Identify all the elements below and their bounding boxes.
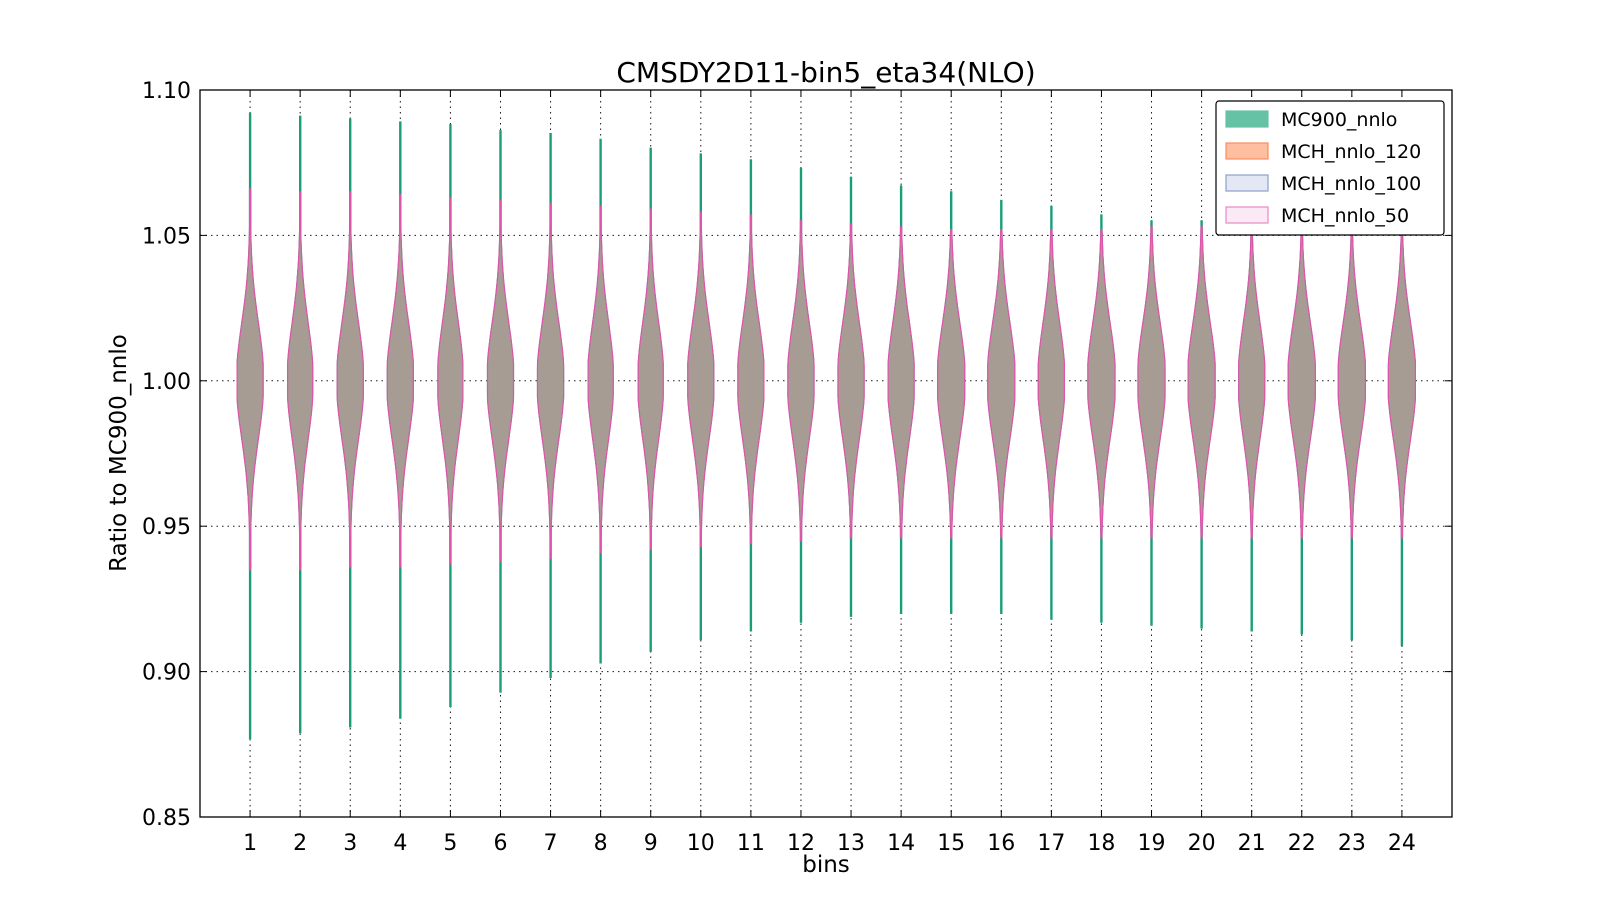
violin-mch-nnlo-50	[687, 211, 715, 548]
legend-label-mc900-nnlo: MC900_nnlo	[1281, 109, 1397, 131]
x-tick-label: 4	[393, 831, 407, 856]
violin-layer	[236, 112, 1416, 740]
x-tick-label: 19	[1138, 831, 1166, 856]
violin-mch-nnlo-50	[486, 199, 515, 562]
y-tick-label: 0.95	[142, 515, 191, 540]
violin-mch-nnlo-50	[737, 214, 765, 545]
plot-frame	[199, 89, 1453, 818]
y-tick-label: 0.90	[142, 661, 191, 686]
violin-mch-nnlo-50	[1087, 229, 1116, 539]
x-tick-label: 21	[1238, 831, 1266, 856]
x-tick-label: 18	[1087, 831, 1115, 856]
x-tick-label: 8	[594, 831, 608, 856]
legend-frame	[1215, 100, 1445, 236]
legend-label-mch-nnlo-120: MCH_nnlo_120	[1281, 141, 1421, 163]
violin-mch-nnlo-50	[386, 194, 414, 568]
legend-swatch-mch-nnlo-120	[1225, 142, 1269, 160]
violin-mch-nnlo-50	[287, 191, 314, 571]
x-tick-label: 1	[243, 831, 257, 856]
x-tick-label: 12	[787, 831, 815, 856]
x-tick-label: 7	[544, 831, 558, 856]
x-tick-label: 20	[1188, 831, 1216, 856]
x-tick-label: 2	[293, 831, 307, 856]
violin-mch-nnlo-50	[987, 229, 1016, 539]
violin-mch-nnlo-50	[1287, 223, 1316, 539]
violin-mch-nnlo-50	[887, 226, 915, 539]
x-axis-label: bins	[802, 852, 850, 878]
chart-title: CMSDY2D11-bin5_eta34(NLO)	[616, 56, 1035, 89]
violin-mch-nnlo-50	[937, 229, 966, 539]
violin-mch-nnlo-50	[1037, 229, 1065, 539]
violin-mch-nnlo-50	[236, 188, 264, 571]
violin-mch-nnlo-50	[1238, 226, 1266, 539]
x-tick-label: 10	[687, 831, 715, 856]
legend-label-mch-nnlo-100: MCH_nnlo_100	[1281, 173, 1421, 195]
violin-mch-nnlo-50	[637, 208, 664, 551]
violin-mch-nnlo-50	[1187, 226, 1216, 539]
x-tick-label: 14	[887, 831, 915, 856]
legend-label-mch-nnlo-50: MCH_nnlo_50	[1281, 205, 1409, 227]
y-tick-label: 0.85	[142, 806, 191, 831]
x-tick-label: 6	[493, 831, 507, 856]
x-tick-label: 9	[644, 831, 658, 856]
x-tick-label: 11	[737, 831, 765, 856]
tick-layer: 0.850.900.951.001.051.101 2 3 4 5 6 7 8 9 10 11 12 1…	[142, 79, 1452, 856]
violin-mch-nnlo-50	[536, 202, 565, 559]
x-tick-label: 17	[1037, 831, 1065, 856]
x-tick-label: 23	[1338, 831, 1366, 856]
violin-mch-nnlo-50	[336, 191, 364, 568]
x-tick-label: 16	[987, 831, 1015, 856]
legend-swatch-mch-nnlo-50	[1225, 206, 1269, 224]
y-tick-label: 1.00	[142, 370, 191, 395]
x-tick-label: 5	[443, 831, 457, 856]
violin-mch-nnlo-50	[1137, 226, 1166, 539]
violin-mch-nnlo-50	[587, 205, 614, 553]
violin-mch-nnlo-50	[1387, 223, 1416, 539]
legend: MC900_nnlo MCH_nnlo_120 MCH_nnlo_100 MCH…	[1215, 100, 1445, 236]
legend-swatch-mch-nnlo-100	[1225, 174, 1269, 192]
violin-mch-nnlo-50	[837, 223, 865, 539]
y-tick-label: 1.05	[142, 224, 191, 249]
y-axis-label: Ratio to MC900_nnlo	[106, 334, 132, 572]
violin-mch-nnlo-50	[787, 220, 815, 542]
x-tick-label: 22	[1288, 831, 1316, 856]
x-tick-label: 15	[937, 831, 965, 856]
x-tick-label: 13	[837, 831, 865, 856]
x-tick-label: 24	[1388, 831, 1416, 856]
legend-swatch-mc900-nnlo	[1225, 110, 1269, 128]
violin-mch-nnlo-50	[437, 197, 464, 565]
x-tick-label: 3	[343, 831, 357, 856]
violin-mch-nnlo-50	[1337, 223, 1366, 539]
y-tick-label: 1.10	[142, 79, 191, 104]
